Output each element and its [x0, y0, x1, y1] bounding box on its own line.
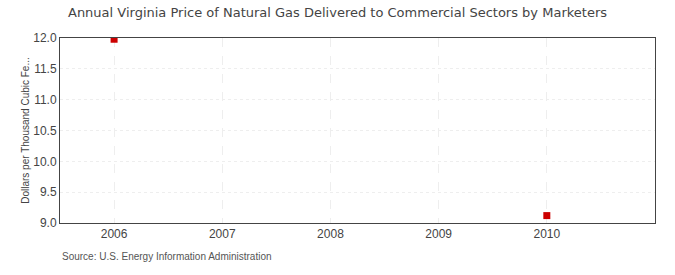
svg-text:12.0: 12.0 — [33, 31, 57, 45]
svg-text:11.5: 11.5 — [34, 62, 57, 76]
svg-text:2010: 2010 — [533, 227, 560, 241]
svg-text:Source: U.S. Energy Informatio: Source: U.S. Energy Information Administ… — [62, 251, 272, 262]
svg-text:Annual Virginia Price of Natur: Annual Virginia Price of Natural Gas Del… — [68, 5, 607, 20]
svg-text:10.5: 10.5 — [33, 124, 57, 138]
svg-text:9.5: 9.5 — [40, 185, 57, 199]
svg-text:2006: 2006 — [101, 227, 128, 241]
svg-text:9.0: 9.0 — [40, 216, 57, 230]
svg-text:11.0: 11.0 — [34, 93, 57, 107]
svg-text:Dollars per Thousand Cubic Fe.: Dollars per Thousand Cubic Fe... — [20, 57, 31, 204]
svg-text:10.0: 10.0 — [33, 155, 57, 169]
svg-text:2008: 2008 — [317, 227, 344, 241]
svg-text:2009: 2009 — [425, 227, 452, 241]
svg-text:2007: 2007 — [209, 227, 236, 241]
